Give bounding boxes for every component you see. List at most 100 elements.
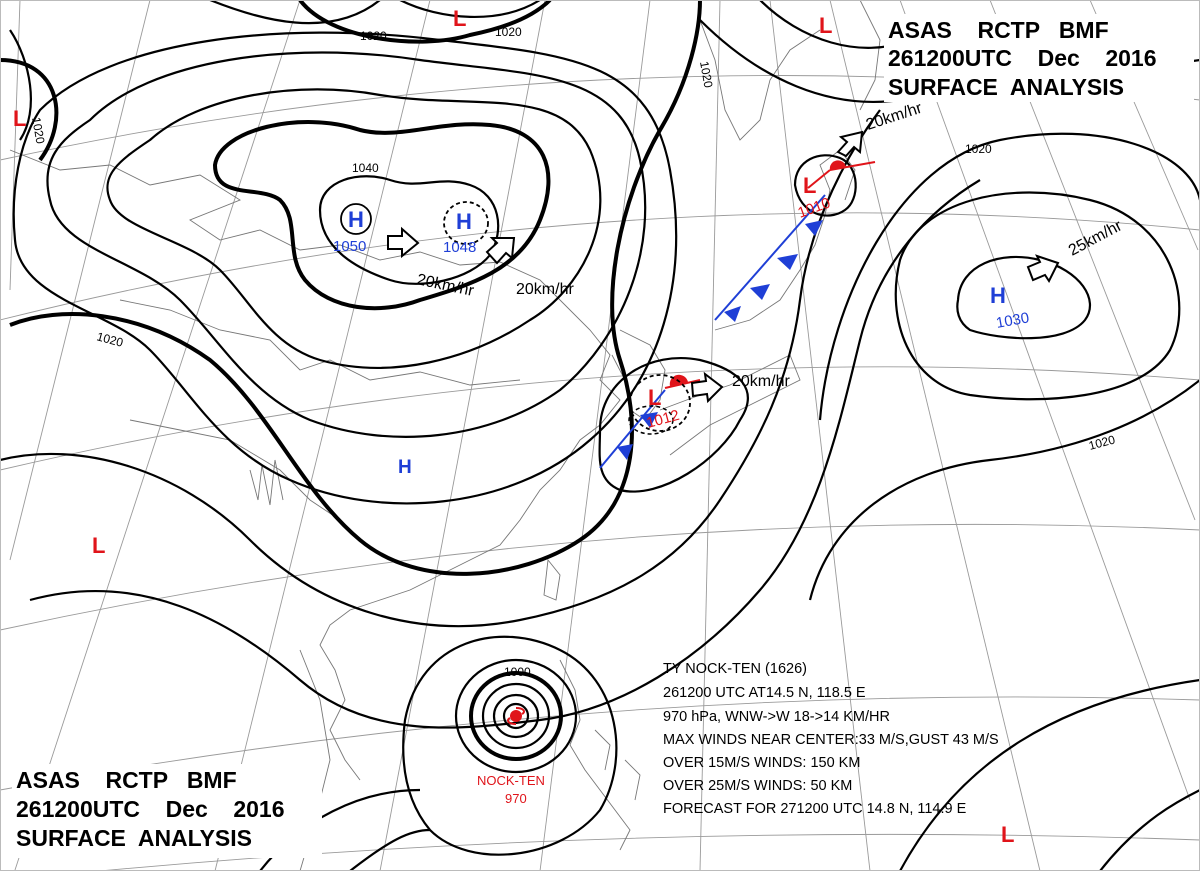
typhoon-pressure-label: 970 [505, 791, 527, 806]
isobar [318, 175, 500, 285]
isobar-label: 1020 [697, 60, 715, 89]
isobar [0, 109, 881, 628]
parallel [0, 523, 1200, 631]
typhoon-info-line: TY NOCK-TEN (1626) [663, 661, 807, 677]
isobar [899, 678, 1200, 871]
meridian [9, 0, 151, 561]
isobar [454, 658, 578, 774]
isobar-bold [0, 58, 59, 162]
motion-speed-label: 20km/hr [732, 373, 790, 390]
low-symbol: L [453, 6, 466, 31]
warm-front [807, 169, 831, 189]
parallel [0, 212, 1200, 321]
header-line: 261200UTC Dec 2016 [16, 796, 285, 822]
header-line: SURFACE ANALYSIS [16, 825, 252, 851]
header-line: ASAS RCTP BMF [888, 17, 1109, 43]
high-pressure-value: 1050 [333, 238, 366, 255]
typhoon-info-line: OVER 15M/S WINDS: 150 KM [663, 755, 860, 771]
meridian [699, 0, 721, 871]
header-top-right: ASAS RCTP BMF 261200UTC Dec 2016 SURFACE… [884, 14, 1194, 102]
isobar [808, 379, 1200, 601]
isobar [106, 88, 602, 369]
parallel [0, 366, 1200, 471]
high-dashed-isobar [443, 201, 489, 245]
low-symbol: L [13, 106, 26, 131]
cold-front [714, 194, 826, 321]
high-center-circle [340, 203, 372, 235]
motion-speed-label: 20km/hr [864, 100, 925, 134]
isobar-1020-bold [9, 0, 702, 576]
high-centers: H 1050 H 1048 H 1030 H [333, 203, 1031, 478]
high-symbol: H [990, 283, 1006, 308]
isobar-label: 1020 [495, 25, 522, 39]
isobar-label: 1020 [965, 142, 992, 156]
low-symbol: L [1001, 822, 1014, 847]
isobar-bold [469, 671, 563, 761]
philippines-coast [594, 729, 641, 801]
meridian [829, 0, 1041, 871]
sakhalin-coast [699, 19, 821, 141]
low-symbol: L [648, 385, 661, 410]
cold-front-triangle [777, 254, 798, 270]
isobar-label: 1020 [95, 329, 125, 350]
isobar-label: 1000 [504, 665, 531, 679]
meridian [9, 0, 21, 291]
isobar-label: 1020 [29, 116, 47, 145]
motion-speed-label: 20km/hr [516, 281, 574, 298]
inner-border [119, 299, 521, 386]
isobar-bold [298, 0, 552, 44]
low-dashed-isobar [628, 405, 674, 435]
header-line: 261200UTC Dec 2016 [888, 45, 1157, 71]
cold-front-triangle [805, 220, 823, 236]
terrain-ripple [249, 459, 284, 506]
meridian [14, 0, 301, 871]
isobar-label: 1020 [360, 29, 387, 43]
header-background [12, 764, 322, 858]
cold-front-triangle [750, 284, 770, 300]
isobar [399, 0, 541, 19]
typhoon-icon [510, 710, 522, 722]
high-symbol: H [348, 207, 364, 232]
header-background [884, 14, 1194, 102]
parallel [0, 696, 1200, 791]
isobar [209, 0, 381, 25]
isobar-label: 1040 [352, 161, 379, 175]
typhoon-symbol: NOCK-TEN 970 [477, 707, 545, 806]
china-coast [319, 299, 621, 781]
isobar [598, 357, 749, 493]
high-symbol: H [456, 209, 472, 234]
header-line: ASAS RCTP BMF [16, 767, 237, 793]
inner-border [129, 419, 341, 521]
isobar [956, 255, 1091, 340]
typhoon-info-line: 261200 UTC AT14.5 N, 118.5 E [663, 685, 866, 701]
kamchatka-coast [859, 0, 881, 111]
low-dashed-isobar [629, 374, 691, 432]
high-pressure-value: 1048 [443, 239, 476, 256]
meridian [769, 0, 871, 871]
header-line: SURFACE ANALYSIS [888, 74, 1124, 100]
low-pressure-value: 1010 [796, 194, 833, 221]
high-symbol: H [398, 457, 412, 478]
motion-arrow-icon [836, 130, 864, 158]
isobar [894, 191, 1181, 401]
isobar [349, 828, 431, 871]
isobar [1099, 789, 1200, 871]
motion-arrows [387, 130, 1060, 404]
high-pressure-value: 1030 [995, 309, 1031, 332]
isobar [46, 51, 647, 438]
isobar [492, 693, 540, 739]
philippines-coast [559, 659, 631, 851]
meridian [214, 0, 431, 871]
cold-front [599, 389, 666, 469]
taiwan-coast [543, 558, 561, 601]
isobar [29, 179, 981, 729]
low-pressure-value: 1012 [645, 407, 682, 432]
cold-front-triangle [640, 412, 658, 428]
low-symbol: L [803, 173, 816, 198]
isobar [9, 29, 32, 141]
typhoon-spiral-icon [507, 707, 525, 725]
isobar [481, 682, 551, 750]
warm-front [829, 161, 876, 171]
motion-arrow-icon [387, 226, 420, 259]
